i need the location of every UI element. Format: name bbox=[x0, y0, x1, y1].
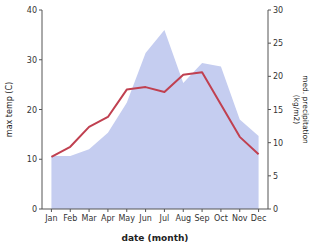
x-tick bbox=[202, 209, 203, 212]
x-tick-label: Jan bbox=[44, 214, 57, 223]
x-axis-line bbox=[42, 209, 268, 210]
x-tick-label: Sep bbox=[195, 214, 210, 223]
y-tick-label: 20 bbox=[27, 106, 37, 115]
x-tick bbox=[239, 209, 240, 212]
x-tick-label: Aug bbox=[175, 214, 191, 223]
y2-tick-label: 30 bbox=[273, 6, 283, 15]
y-tick bbox=[39, 109, 42, 110]
y2-tick bbox=[268, 76, 271, 77]
y-axis-label: max temp (C) bbox=[5, 82, 14, 137]
x-tick bbox=[70, 209, 71, 212]
y2-axis-label: med. precipitation(kg/m2) bbox=[292, 75, 310, 144]
x-tick bbox=[107, 209, 108, 212]
x-tick-label: Nov bbox=[232, 214, 248, 223]
x-tick-label: Jun bbox=[138, 214, 152, 223]
y-tick-label: 0 bbox=[32, 205, 37, 214]
x-tick-label: Mar bbox=[82, 214, 98, 223]
x-tick bbox=[126, 209, 127, 212]
x-tick bbox=[183, 209, 184, 212]
chart: Jan Feb MarAprMayJun Jul Aug Sep Oct NovDec 0 10 2… bbox=[0, 0, 318, 247]
y-tick-label: 40 bbox=[27, 6, 37, 15]
x-tick bbox=[258, 209, 259, 212]
y-tick-label: 30 bbox=[27, 56, 37, 65]
y-tick bbox=[39, 159, 42, 160]
y-tick bbox=[39, 209, 42, 210]
precipitation-area bbox=[51, 30, 258, 209]
x-tick bbox=[145, 209, 146, 212]
x-tick-label: Jul bbox=[159, 214, 170, 223]
y2-tick-label: 0 bbox=[273, 205, 278, 214]
x-tick bbox=[164, 209, 165, 212]
y2-tick-label: 15 bbox=[273, 106, 283, 115]
y2-tick bbox=[268, 209, 271, 210]
y-tick bbox=[39, 10, 42, 11]
plot-area bbox=[51, 30, 258, 209]
y2-tick-label: 20 bbox=[273, 72, 283, 81]
x-tick-label: Oct bbox=[214, 214, 228, 223]
y2-tick bbox=[268, 10, 271, 11]
y2-tick bbox=[268, 43, 271, 44]
x-tick bbox=[220, 209, 221, 212]
y2-tick-label: 25 bbox=[273, 39, 283, 48]
y2-tick bbox=[268, 175, 271, 176]
y2-tick bbox=[268, 109, 271, 110]
x-tick-label: Feb bbox=[63, 214, 77, 223]
y-tick bbox=[39, 59, 42, 60]
y2-tick-label: 5 bbox=[273, 172, 278, 181]
y-tick-label: 10 bbox=[27, 155, 37, 164]
x-axis-label: date (month) bbox=[122, 233, 189, 243]
y2-tick bbox=[268, 142, 271, 143]
temperature-line bbox=[51, 72, 258, 157]
y2-tick-label: 10 bbox=[273, 139, 283, 148]
x-tick bbox=[51, 209, 52, 212]
x-tick bbox=[89, 209, 90, 212]
x-tick-label: May bbox=[118, 214, 135, 223]
x-tick-label: Apr bbox=[101, 214, 116, 223]
x-tick-label: Dec bbox=[251, 214, 266, 223]
